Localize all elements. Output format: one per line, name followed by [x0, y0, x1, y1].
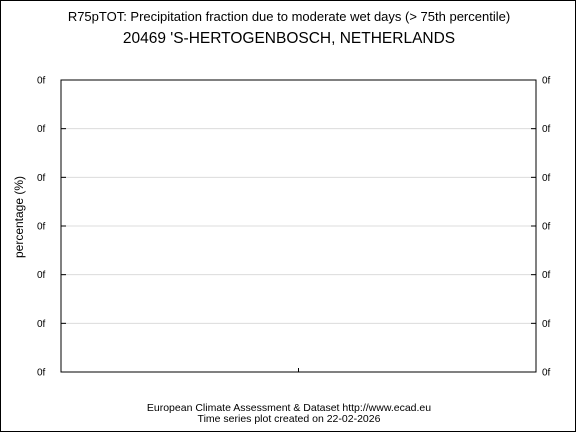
footer-created: Time series plot created on 22-02-2026 [198, 413, 381, 425]
chart-title: R75pTOT: Precipitation fraction due to m… [68, 9, 510, 24]
y-tick-left-label: 0f [37, 319, 46, 330]
gridlines [61, 128, 536, 324]
y-tick-right-label: 0f [542, 173, 551, 184]
footer-source: European Climate Assessment & Dataset ht… [147, 402, 431, 414]
chart-subtitle: 20469 'S-HERTOGENBOSCH, NETHERLANDS [123, 30, 455, 47]
y-tick-right-label: 0f [542, 270, 551, 281]
axis-ticks: 0f 0f 0f 0f 0f 0f 0f 0f 0f 0f 0f 0f 0f 0f [37, 76, 551, 379]
y-tick-left-label: 0f [37, 368, 46, 379]
y-tick-right-label: 0f [542, 368, 551, 379]
y-axis-label: percentage (%) [12, 176, 26, 258]
plot-area [60, 79, 537, 373]
y-tick-right-label: 0f [542, 76, 551, 87]
y-tick-left-label: 0f [37, 222, 46, 233]
y-tick-right-label: 0f [542, 319, 551, 330]
y-tick-left-label: 0f [37, 124, 46, 135]
y-tick-right-label: 0f [542, 124, 551, 135]
y-tick-right-label: 0f [542, 222, 551, 233]
y-tick-left-label: 0f [37, 76, 46, 87]
y-tick-left-label: 0f [37, 270, 46, 281]
y-tick-left-label: 0f [37, 173, 46, 184]
